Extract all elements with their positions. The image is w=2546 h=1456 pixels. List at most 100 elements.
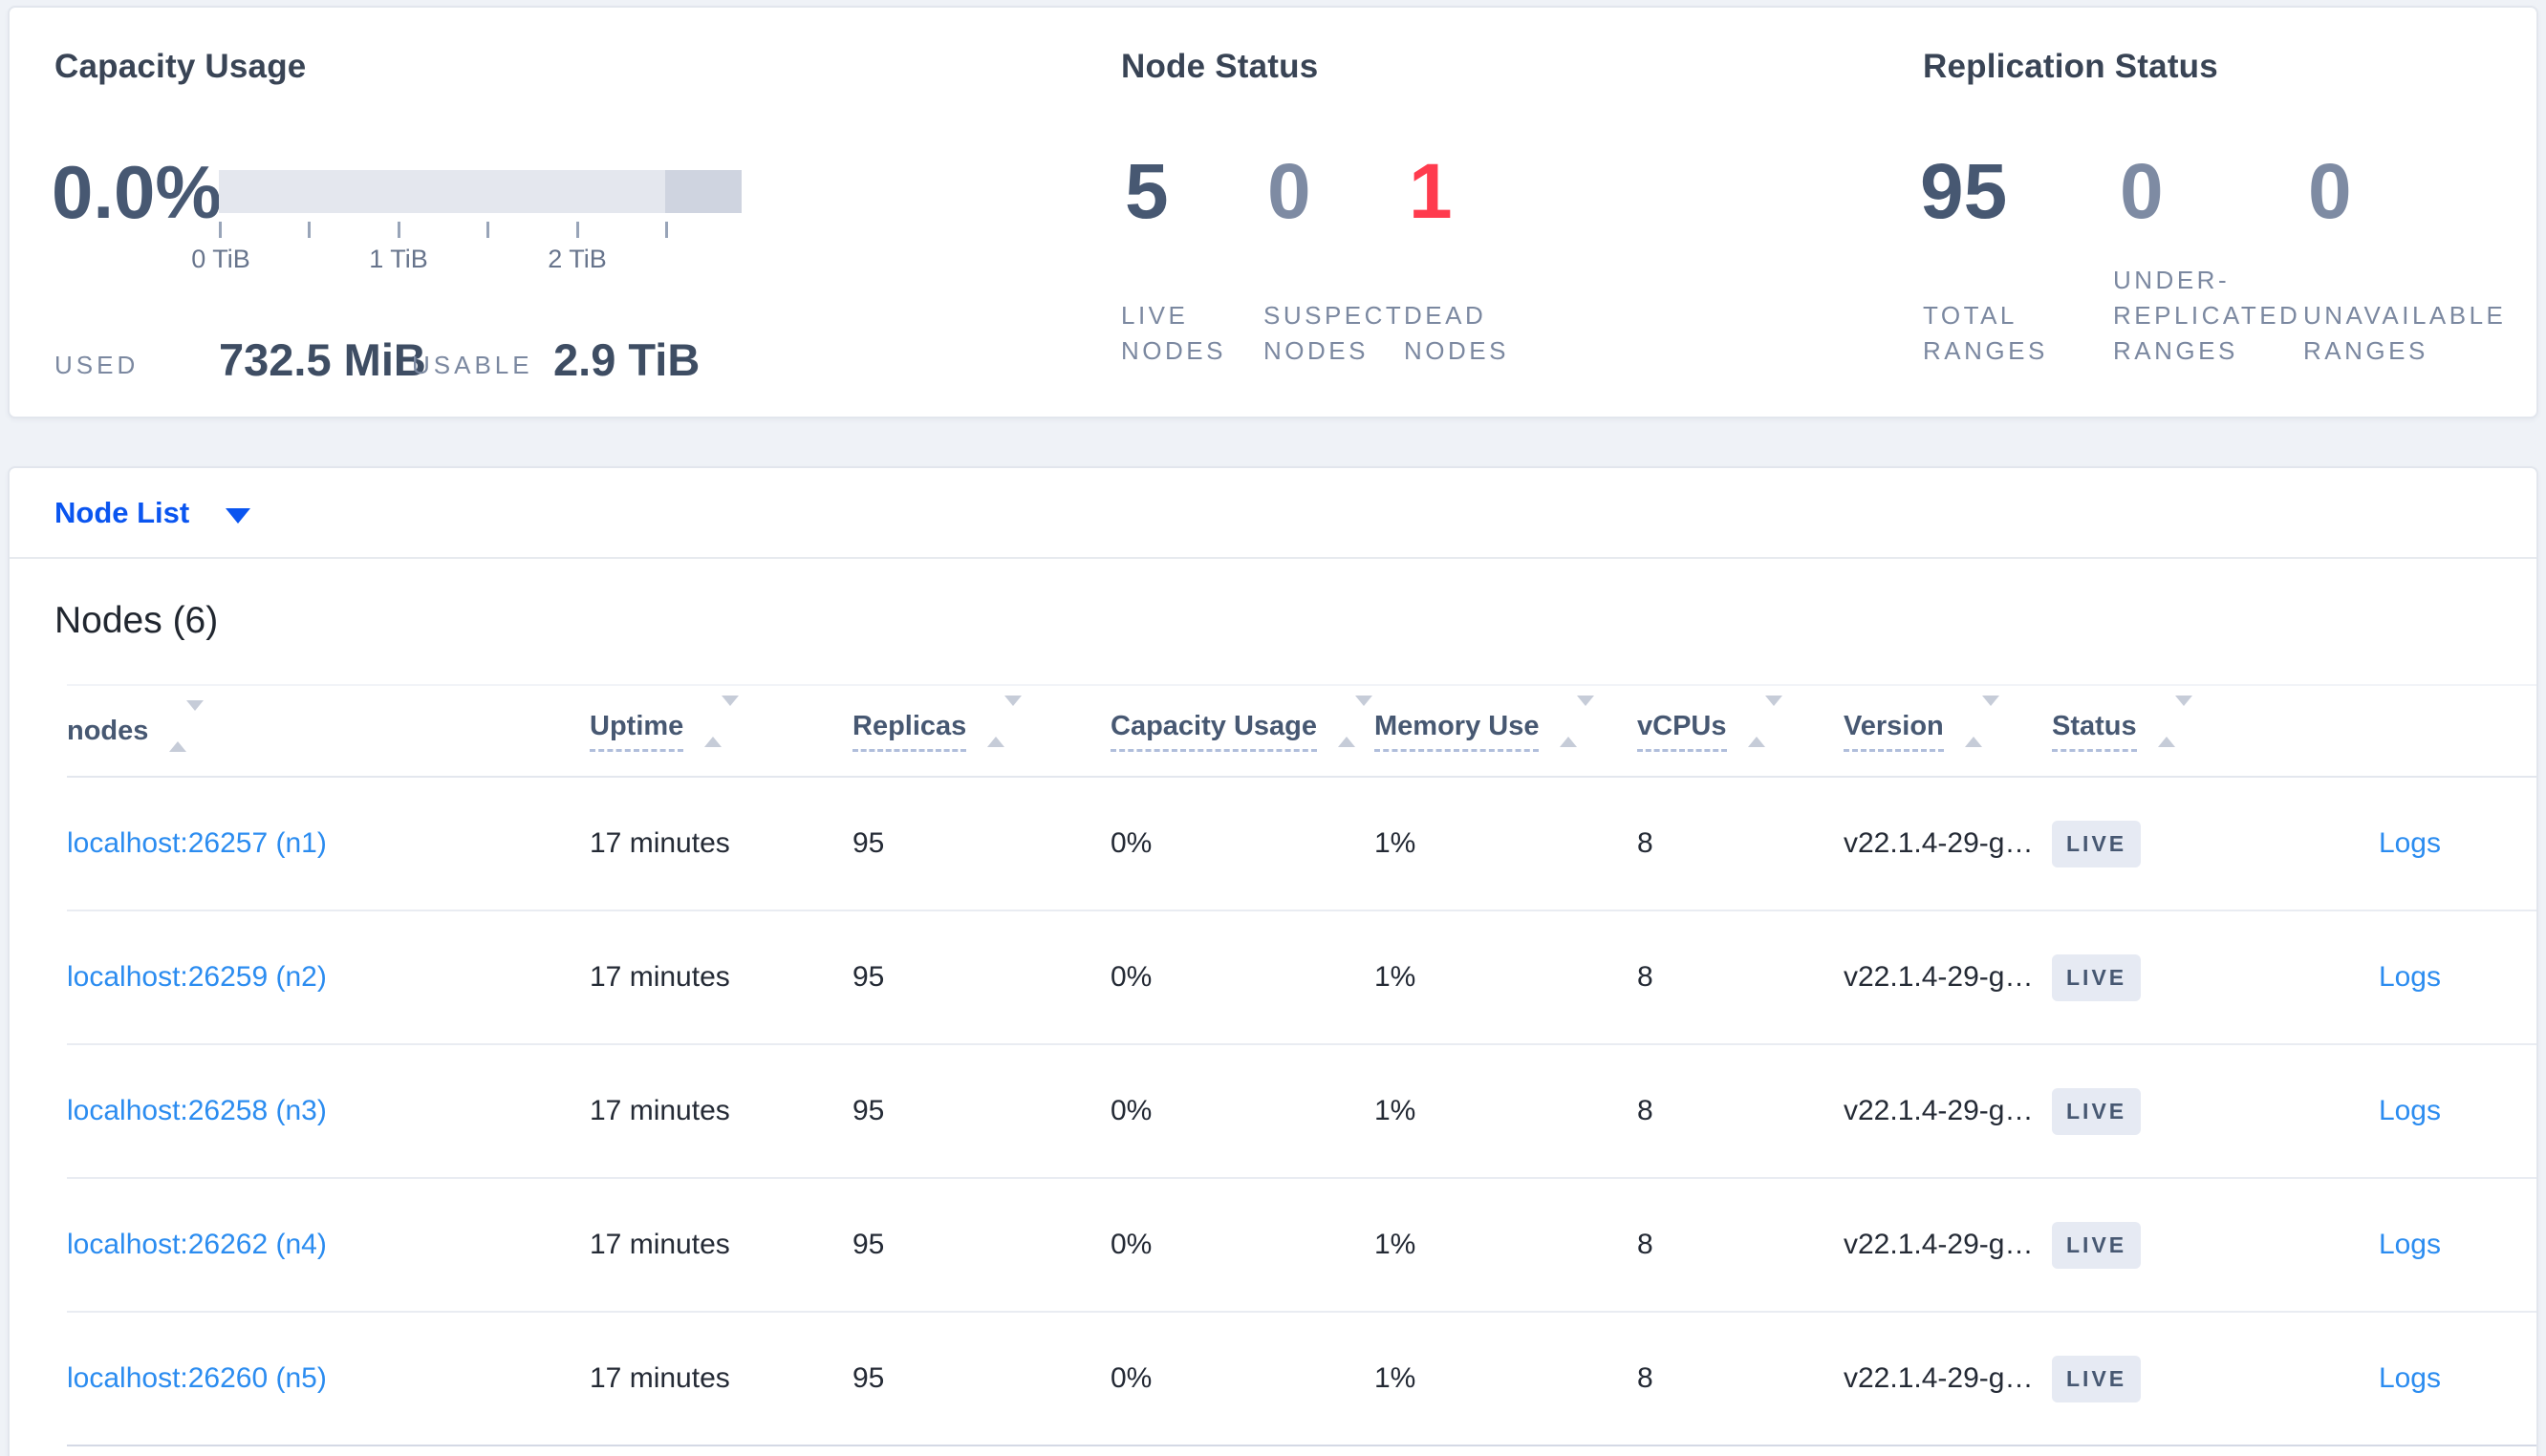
replicas-cell: 95 [852, 777, 1111, 911]
capacity-tick [398, 222, 400, 238]
sort-icon[interactable] [2157, 696, 2192, 748]
sort-icon[interactable] [704, 696, 740, 748]
memory-cell: 1% [1374, 910, 1637, 1045]
capacity-bar-dark-segment [665, 170, 742, 213]
memory-cell: 1% [1374, 1044, 1637, 1179]
unavailable-ranges-label: UNAVAILABLE RANGES [2303, 301, 2507, 365]
status-badge: LIVE [2052, 1355, 2142, 1402]
node-list-dropdown-label[interactable]: Node List [54, 495, 190, 529]
status-badge: LIVE [2052, 820, 2142, 867]
chevron-down-icon[interactable] [226, 507, 251, 524]
table-row: localhost:26260 (n5) 17 minutes 95 0% 1%… [67, 1312, 2536, 1446]
node-list-card: Node List Nodes (6) nodes Uptime Replica… [8, 466, 2538, 1456]
logs-link[interactable]: Logs [2378, 961, 2441, 993]
version-cell: v22.1.4-29-g… [1844, 777, 2052, 911]
sort-icon[interactable] [1338, 696, 1372, 748]
suspect-nodes-label: SUSPECT NODES [1263, 301, 1404, 365]
table-row: localhost:26259 (n2) 17 minutes 95 0% 1%… [67, 910, 2536, 1045]
sort-icon[interactable] [987, 696, 1023, 748]
live-nodes-label: LIVE NODES [1121, 301, 1226, 365]
capacity-bar: 0 TiB 1 TiB 2 TiB [191, 170, 742, 273]
total-ranges-label: TOTAL RANGES [1923, 301, 2048, 365]
uptime-cell: 17 minutes [590, 910, 852, 1045]
capacity-cell: 0% [1111, 1178, 1374, 1313]
capacity-tick [665, 222, 668, 238]
nodes-table: nodes Uptime Replicas Capacity Usage Mem… [67, 684, 2536, 1446]
usable-value: 2.9 TiB [553, 334, 701, 385]
logs-link[interactable]: Logs [2378, 1229, 2441, 1260]
under-replicated-ranges-count: 0 [2120, 148, 2164, 235]
sort-icon[interactable] [169, 700, 205, 753]
logs-link[interactable]: Logs [2378, 1362, 2441, 1394]
column-header-memory-use[interactable]: Memory Use [1374, 684, 1637, 778]
column-header-uptime[interactable]: Uptime [590, 684, 852, 778]
capacity-percent-value: 0.0% [52, 150, 222, 234]
capacity-tick [219, 222, 222, 238]
dead-nodes-count: 1 [1409, 148, 1453, 235]
node-link[interactable]: localhost:26258 (n3) [67, 1095, 327, 1126]
under-replicated-ranges-label: UNDER-REPLICATED RANGES [2113, 266, 2301, 365]
node-link[interactable]: localhost:26260 (n5) [67, 1362, 327, 1394]
dead-nodes-label: DEAD NODES [1404, 301, 1509, 365]
column-header-replicas[interactable]: Replicas [852, 684, 1111, 778]
version-cell: v22.1.4-29-g… [1844, 1044, 2052, 1179]
capacity-axis-label: 2 TiB [548, 245, 607, 273]
capacity-cell: 0% [1111, 1044, 1374, 1179]
column-header-capacity-usage[interactable]: Capacity Usage [1111, 684, 1374, 778]
table-header-row: nodes Uptime Replicas Capacity Usage Mem… [67, 684, 2536, 778]
capacity-tick [576, 222, 579, 238]
vcpus-cell: 8 [1637, 1178, 1844, 1313]
nodes-count-heading: Nodes (6) [54, 600, 219, 641]
replication-status-title: Replication Status [1923, 48, 2218, 85]
capacity-usage-title: Capacity Usage [54, 48, 307, 85]
sort-icon[interactable] [1747, 696, 1782, 748]
logs-link[interactable]: Logs [2378, 1095, 2441, 1126]
capacity-tick [308, 222, 311, 238]
uptime-cell: 17 minutes [590, 1044, 852, 1179]
replicas-cell: 95 [852, 910, 1111, 1045]
node-link[interactable]: localhost:26259 (n2) [67, 961, 327, 993]
node-link[interactable]: localhost:26262 (n4) [67, 1229, 327, 1260]
vcpus-cell: 8 [1637, 1044, 1844, 1179]
sort-icon[interactable] [1964, 696, 1999, 748]
capacity-axis-label: 0 TiB [191, 245, 250, 273]
suspect-nodes-count: 0 [1267, 148, 1311, 235]
version-cell: v22.1.4-29-g… [1844, 910, 2052, 1045]
cluster-summary-card: Capacity Usage 0.0% 0 TiB 1 TiB 2 TiB US… [8, 6, 2538, 418]
column-header-version[interactable]: Version [1844, 684, 2052, 778]
column-header-status[interactable]: Status [2052, 684, 2303, 778]
vcpus-cell: 8 [1637, 777, 1844, 911]
replicas-cell: 95 [852, 1312, 1111, 1446]
node-link[interactable]: localhost:26257 (n1) [67, 827, 327, 859]
vcpus-cell: 8 [1637, 1312, 1844, 1446]
replicas-cell: 95 [852, 1178, 1111, 1313]
column-header-nodes[interactable]: nodes [67, 684, 590, 778]
capacity-axis-ticks [219, 222, 742, 239]
version-cell: v22.1.4-29-g… [1844, 1178, 2052, 1313]
column-header-logs [2303, 684, 2536, 778]
used-value: 732.5 MiB [219, 334, 426, 385]
node-list-dropdown[interactable]: Node List [10, 468, 2536, 559]
table-row: localhost:26258 (n3) 17 minutes 95 0% 1%… [67, 1044, 2536, 1179]
status-badge: LIVE [2052, 1221, 2142, 1269]
logs-link[interactable]: Logs [2378, 827, 2441, 859]
capacity-used-usable-row: USED 732.5 MiB USABLE 2.9 TiB [54, 334, 781, 386]
capacity-cell: 0% [1111, 910, 1374, 1045]
memory-cell: 1% [1374, 1178, 1637, 1313]
unavailable-ranges-count: 0 [2308, 148, 2352, 235]
capacity-cell: 0% [1111, 777, 1374, 911]
capacity-cell: 0% [1111, 1312, 1374, 1446]
uptime-cell: 17 minutes [590, 777, 852, 911]
node-status-title: Node Status [1121, 48, 1319, 85]
memory-cell: 1% [1374, 1312, 1637, 1446]
status-badge: LIVE [2052, 953, 2142, 1001]
table-row: localhost:26257 (n1) 17 minutes 95 0% 1%… [67, 777, 2536, 911]
table-row: localhost:26262 (n4) 17 minutes 95 0% 1%… [67, 1178, 2536, 1313]
sort-icon[interactable] [1560, 696, 1595, 748]
column-header-vcpus[interactable]: vCPUs [1637, 684, 1844, 778]
live-nodes-count: 5 [1125, 148, 1169, 235]
memory-cell: 1% [1374, 777, 1637, 911]
version-cell: v22.1.4-29-g… [1844, 1312, 2052, 1446]
status-badge: LIVE [2052, 1087, 2142, 1135]
total-ranges-count: 95 [1920, 148, 2008, 235]
